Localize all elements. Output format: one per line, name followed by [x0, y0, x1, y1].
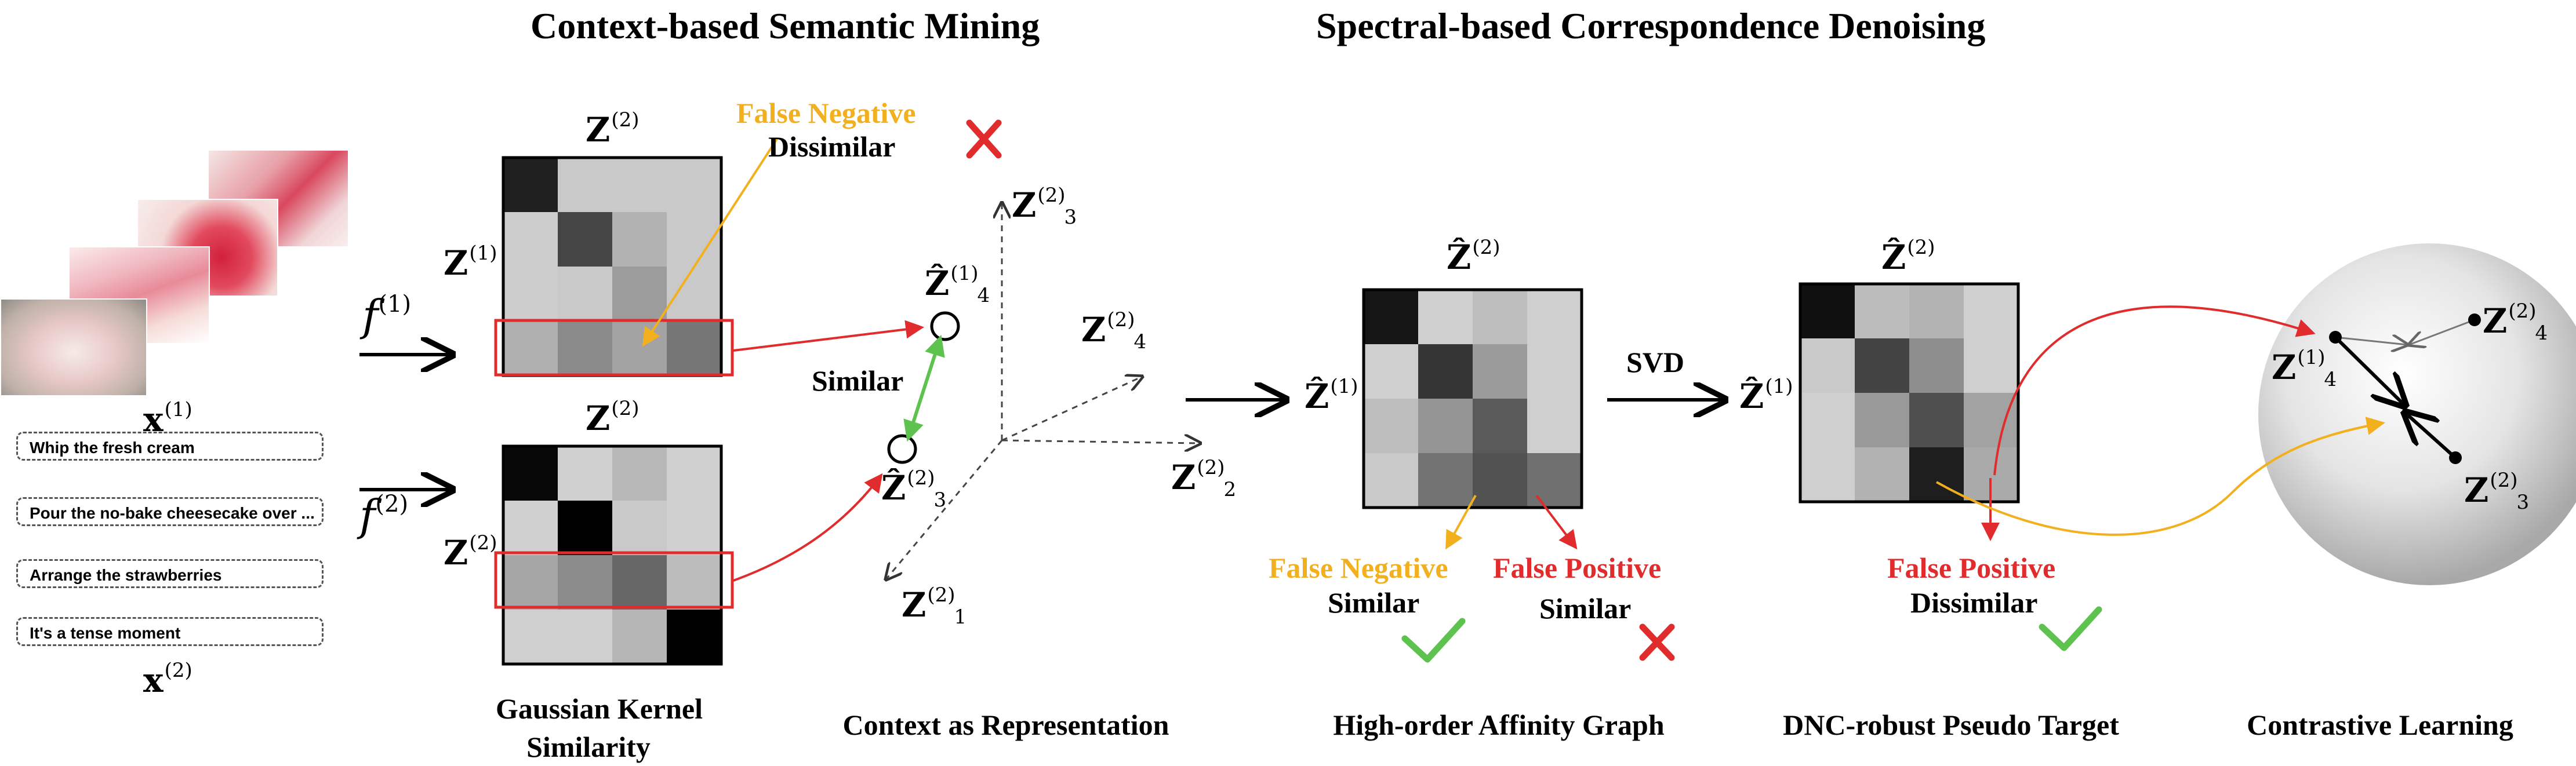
axis-z1-label: Z(2)1 [902, 583, 967, 629]
sphere-z4-2-label: Z(2)4 [2483, 300, 2548, 345]
caption-gaussian-line2: Similarity [526, 731, 651, 763]
caption-context: Context as Representation [842, 709, 1169, 741]
z3-hat-label: Ẑ(2)3 [881, 466, 947, 512]
highlight-row-2 [494, 551, 734, 609]
video-frame-1 [0, 298, 147, 396]
false-negative-label-affinity: False Negative [1269, 552, 1448, 584]
similar-link [903, 334, 945, 442]
axis-z3-label: Z(2)3 [1012, 184, 1077, 229]
affinity-col-label: Ẑ(2) [1447, 236, 1500, 277]
z4-hat-label: Ẑ(1)4 [925, 262, 990, 307]
embedding-sphere [2258, 243, 2576, 585]
affinity-fp-pointer [1535, 494, 1578, 550]
contrastive-vectors [2329, 313, 2481, 464]
false-negative-pointer [642, 138, 778, 347]
matrix2-row-label: Z(2) [444, 531, 497, 572]
dissimilar-label-top: Dissimilar [768, 130, 896, 163]
sphere-z4-1-label: Z(1)4 [2272, 346, 2337, 391]
section-title-mining: Context-based Semantic Mining [531, 5, 1040, 46]
caption-gaussian: Gaussian Kernel Similarity [496, 690, 703, 766]
row-to-point-arrow-2 [733, 473, 883, 582]
point-z4-hat [930, 311, 960, 341]
sphere-z3-2-label: Z(2)3 [2464, 469, 2530, 514]
affinity-row-label: Ẑ(1) [1305, 375, 1358, 416]
caption-gaussian-line1: Gaussian Kernel [496, 692, 703, 725]
caption-affinity: High-order Affinity Graph [1333, 709, 1665, 741]
false-negative-label-top: False Negative [736, 97, 916, 129]
check-mark-pseudo [2039, 606, 2102, 651]
axis-z2-label: Z(2)2 [1171, 456, 1237, 501]
similar-label-affinity-fn: Similar [1328, 586, 1420, 619]
caption-text-4: It's a tense moment [16, 617, 324, 646]
row-to-point-arrow-1 [733, 320, 924, 352]
similar-label-context: Similar [812, 364, 904, 397]
matrix1-col-label: Z(2) [586, 108, 640, 149]
similarity-matrix-2 [502, 444, 723, 666]
caption-text-1: Whip the fresh cream [16, 432, 324, 461]
video-input-label: x(1) [143, 398, 192, 439]
false-positive-label-pseudo: False Positive [1887, 552, 2056, 584]
caption-text-2: Pour the no-bake cheesecake over ... [16, 497, 324, 526]
context-axes [886, 203, 1200, 579]
yellow-curve-arrow [1936, 417, 2385, 536]
pseudo-row-label: Ẑ(1) [1739, 375, 1793, 416]
section-title-denoising: Spectral-based Correspondence Denoising [1316, 5, 1986, 46]
similar-label-affinity-fp: Similar [1539, 592, 1632, 625]
matrix1-row-label: Z(1) [444, 242, 497, 283]
affinity-matrix [1362, 288, 1583, 509]
pseudo-target-matrix [1799, 282, 2020, 504]
encoder-f2-label: f(2) [359, 491, 409, 541]
axis-z4-label: Z(2)4 [1081, 308, 1147, 353]
text-input-label: x(2) [143, 659, 192, 700]
affinity-fn-pointer [1445, 495, 1477, 550]
cross-mark-affinity [1639, 623, 1675, 661]
point-z3-hat [887, 434, 917, 464]
false-positive-label-affinity: False Positive [1493, 552, 1662, 584]
pseudo-col-label: Ẑ(2) [1881, 236, 1935, 277]
red-curve-arrow [1993, 305, 2316, 476]
matrix2-col-label: Z(2) [586, 397, 640, 438]
svd-label: SVD [1626, 346, 1685, 378]
highlight-row-1 [494, 319, 734, 377]
caption-contrastive: Contrastive Learning [2247, 709, 2513, 741]
similarity-matrix-1 [502, 156, 723, 377]
encoder-f1-label: f(1) [362, 291, 412, 341]
caption-text-3: Arrange the strawberries [16, 559, 324, 588]
dissimilar-label-pseudo: Dissimilar [1910, 586, 2038, 619]
cross-mark-top [966, 119, 1002, 159]
caption-pseudo: DNC-robust Pseudo Target [1783, 709, 2119, 741]
check-mark-affinity [1401, 618, 1466, 663]
